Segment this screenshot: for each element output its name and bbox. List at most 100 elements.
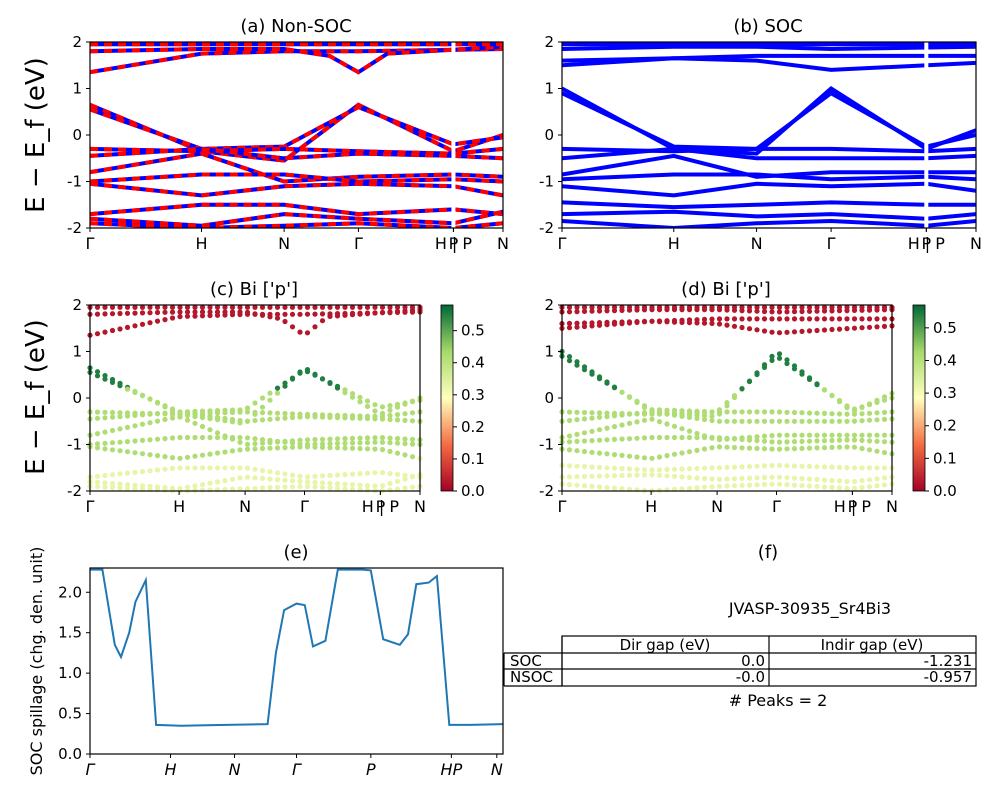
scatter-point-c-541 — [94, 484, 101, 490]
scatter-point-c-415 — [162, 454, 168, 460]
scatter-point-d-400 — [859, 432, 865, 438]
scatter-point-d-397 — [836, 432, 843, 438]
scatter-point-d-208 — [769, 353, 775, 359]
scatter-point-c-442 — [364, 446, 371, 452]
scatter-point-d-375 — [671, 423, 678, 429]
scatter-point-d-378 — [694, 430, 700, 437]
xtick-label-d-4: P — [848, 497, 858, 516]
scatter-point-d-541 — [566, 474, 573, 480]
scatter-point-d-307 — [836, 411, 843, 417]
scatter-point-d-51 — [604, 319, 610, 325]
scatter-point-d-439 — [814, 438, 820, 444]
scatter-point-c-111 — [244, 304, 251, 310]
scatter-point-d-259 — [814, 382, 820, 388]
scatter-point-d-546 — [604, 473, 610, 479]
scatter-point-d-170 — [821, 304, 828, 310]
xtick-label-c-2: N — [239, 497, 251, 516]
scatter-point-c-394 — [342, 440, 348, 446]
scatter-point-c-416 — [169, 455, 176, 461]
scatter-point-d-537 — [874, 465, 880, 471]
scatter-point-c-475 — [274, 470, 281, 476]
band-a-4 — [90, 104, 503, 151]
scatter-point-c-271 — [94, 415, 101, 421]
band-b-5 — [562, 90, 976, 151]
scatter-point-d-476 — [754, 445, 760, 451]
scatter-point-d-316 — [566, 417, 573, 424]
scatter-point-c-27 — [289, 311, 296, 317]
scatter-point-d-489 — [851, 444, 858, 450]
scatter-point-c-298 — [297, 414, 303, 420]
ytick-label-e-1: 0.5 — [58, 705, 82, 723]
scatter-point-c-321 — [132, 423, 138, 429]
scatter-point-c-213 — [334, 383, 341, 389]
scatter-point-c-443 — [372, 446, 378, 452]
scatter-point-c-522 — [289, 478, 296, 484]
scatter-point-c-371 — [169, 435, 176, 441]
panel-f-title: (f) — [758, 542, 778, 563]
scatter-point-c-367 — [139, 437, 146, 443]
scatter-point-c-129 — [379, 304, 386, 310]
scatter-point-d-355 — [859, 418, 865, 424]
scatter-point-d-443 — [844, 437, 850, 443]
scatter-point-c-580 — [387, 487, 393, 493]
scatter-point-d-595 — [634, 487, 640, 493]
scatter-point-d-69 — [739, 316, 745, 322]
scatter-point-c-572 — [327, 485, 333, 491]
scatter-point-d-43 — [881, 323, 888, 329]
scatter-point-c-226 — [94, 409, 101, 415]
scatter-point-d-475 — [746, 445, 753, 451]
scatter-point-d-434 — [776, 439, 783, 445]
scatter-point-d-437 — [799, 438, 805, 444]
scatter-point-d-418 — [656, 434, 663, 441]
scatter-point-c-324 — [154, 418, 161, 424]
scatter-point-d-119 — [776, 309, 783, 315]
scatter-point-d-412 — [611, 436, 618, 442]
cbar-tick-label-d-2: 0.2 — [933, 417, 957, 435]
scatter-point-c-126 — [357, 304, 363, 310]
scatter-point-c-418 — [184, 454, 191, 460]
scatter-point-d-290 — [709, 409, 715, 415]
scatter-point-d-46 — [566, 320, 573, 326]
scatter-point-c-357 — [402, 436, 408, 442]
panel-d-title: (d) Bi ['p'] — [681, 279, 771, 300]
scatter-point-d-574 — [814, 476, 820, 483]
scatter-point-c-400 — [387, 440, 393, 446]
scatter-point-c-5 — [124, 324, 131, 330]
scatter-point-c-73 — [297, 329, 303, 335]
scatter-point-d-367 — [611, 424, 618, 430]
scatter-point-d-533 — [844, 465, 850, 471]
xtick-label-a-6: N — [497, 234, 509, 253]
scatter-point-c-207 — [289, 375, 296, 381]
scatter-point-d-93 — [581, 308, 588, 314]
scatter-point-c-531 — [357, 482, 363, 488]
scatter-point-c-102 — [177, 304, 183, 310]
scatter-point-c-483 — [334, 472, 341, 478]
scatter-point-d-157 — [724, 304, 730, 310]
scatter-point-d-252 — [761, 364, 768, 370]
scatter-point-d-91 — [566, 309, 573, 315]
scatter-point-c-282 — [177, 409, 183, 415]
scatter-point-d-248 — [731, 393, 738, 399]
scatter-point-d-388 — [769, 433, 775, 439]
scatter-point-c-582 — [402, 485, 408, 491]
scatter-point-d-411 — [604, 437, 610, 443]
ytick-label-a-2: 0 — [72, 126, 82, 144]
scatter-point-d-614 — [776, 481, 783, 487]
scatter-point-d-479 — [776, 446, 783, 452]
scatter-point-d-487 — [836, 444, 843, 450]
scatter-point-d-21 — [716, 321, 723, 327]
scatter-point-c-160 — [274, 390, 281, 396]
scatter-point-c-453 — [109, 472, 116, 478]
panel-b-title: (b) SOC — [733, 16, 802, 37]
table-row-soc-indir: -1.231 — [924, 652, 972, 670]
scatter-point-d-330 — [671, 412, 678, 418]
scatter-point-c-74 — [304, 330, 311, 336]
scatter-point-d-569 — [776, 474, 783, 480]
xtick-label-c-5: H | P — [362, 497, 400, 516]
scatter-point-c-4 — [117, 326, 123, 332]
scatter-point-c-463 — [184, 465, 191, 471]
xtick-label-c-3: Γ — [300, 497, 309, 516]
scatter-point-c-113 — [259, 304, 266, 310]
scatter-point-d-521 — [754, 463, 760, 469]
scatter-point-d-590 — [596, 484, 603, 490]
